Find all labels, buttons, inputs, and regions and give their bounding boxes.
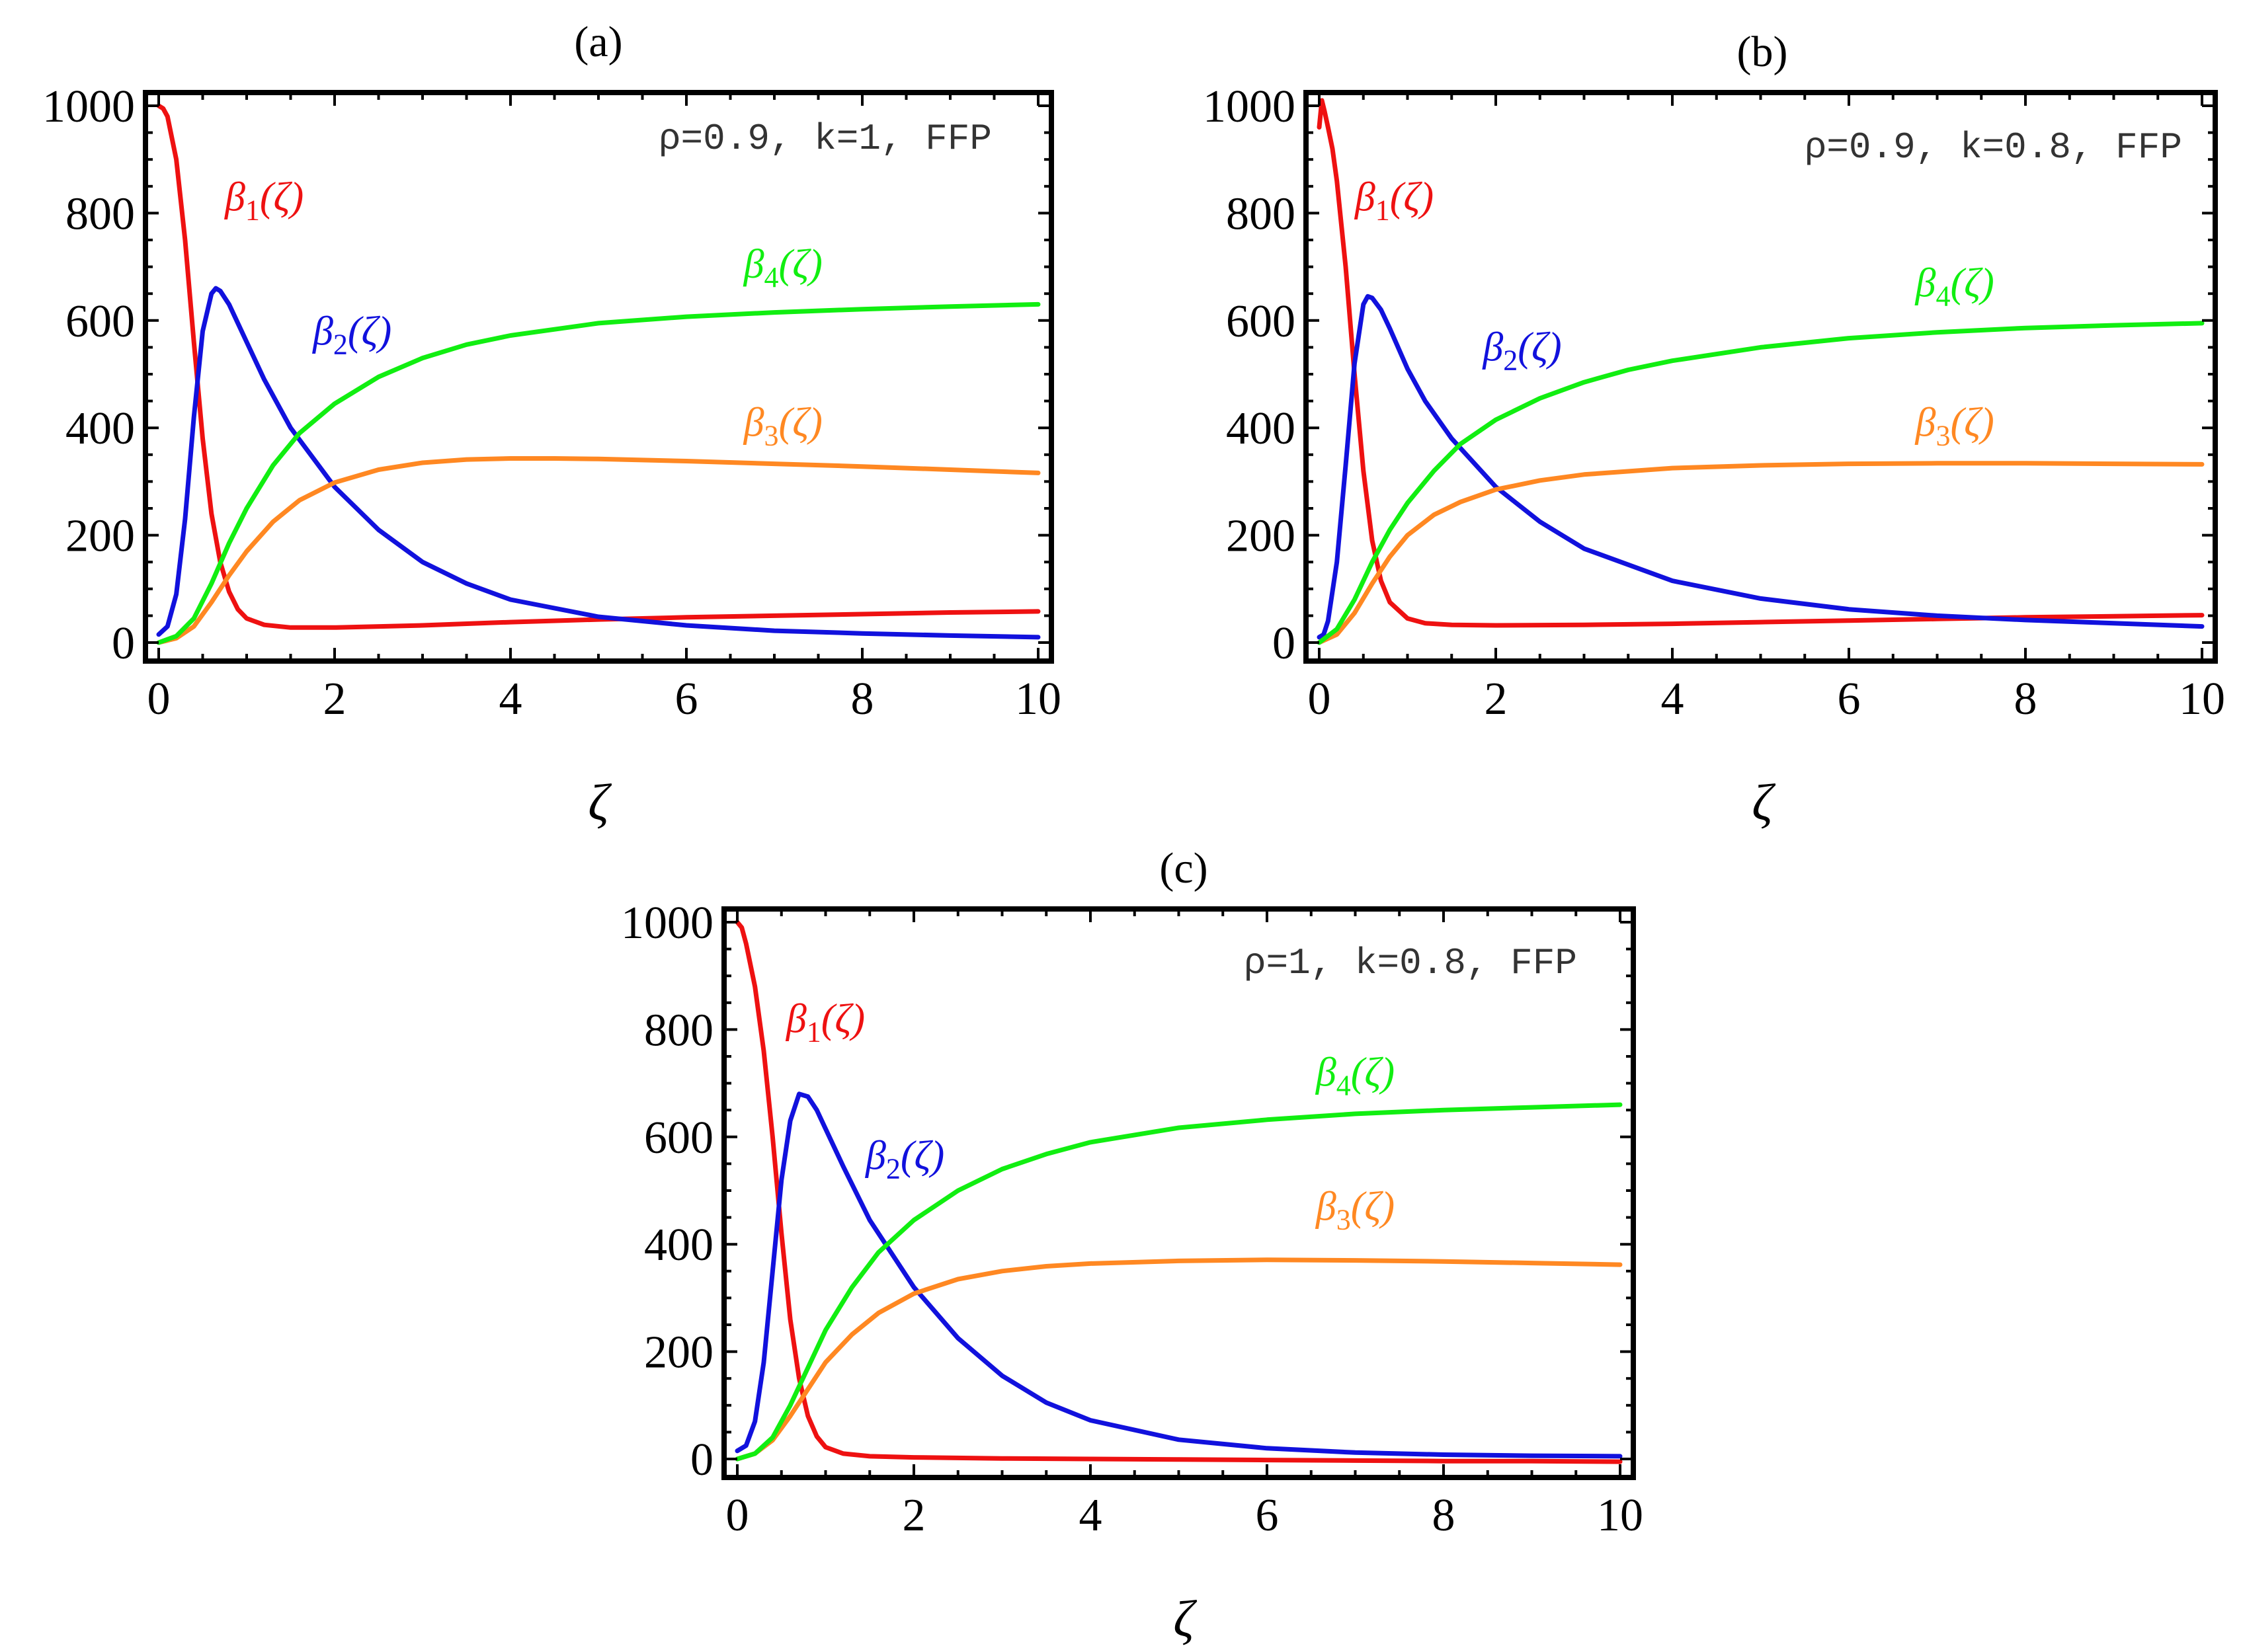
panel-b-x-tick-label: 10 [2179,674,2225,725]
panel-b-x-axis-label: ζ [1752,773,1775,831]
panel-c-y-tick-label: 0 [690,1435,714,1485]
panel-c-x-tick-label: 6 [1256,1490,1279,1541]
panel-a-y-tick-label: 800 [65,188,135,239]
panel-b-x-tick-label: 4 [1661,674,1684,725]
panel-c-label-beta2: β2(ζ) [865,1134,944,1185]
panel-c-series-beta3 [735,1257,1623,1462]
panel-c-plot-area [735,920,1623,1464]
panel-b-label-beta1: β1(ζ) [1354,175,1434,226]
panel-c-y-tick-label: 400 [644,1220,714,1271]
panel-c-label-beta3: β3(ζ) [1315,1185,1395,1236]
panel-c-ticks [724,909,1633,1477]
panel-a-series-beta4 [156,301,1041,645]
panel-b-label-beta4: β4(ζ) [1915,260,1994,312]
panel-c: (c) ρ=1, k=0.8, FFP ζ 0 2 4 6 8 10 0 200 400 600 8… [621,844,1643,1647]
panel-c-parameters: ρ=1, k=0.8, FFP [1244,942,1577,984]
panel-a-label-beta2: β2(ζ) [312,309,391,360]
panel-b-parameters: ρ=0.9, k=0.8, FFP [1805,126,2182,169]
panel-b-plot-area [1317,98,2205,645]
panel-a-plot-area [156,103,1041,645]
panel-b-label-beta3: β3(ζ) [1915,400,1994,452]
panel-c-x-axis-label: ζ [1173,1590,1197,1647]
panel-a-x-tick-label: 6 [675,674,698,725]
panel-b-x-tick-label: 6 [1838,674,1861,725]
panel-a-parameters: ρ=0.9, k=1, FFP [659,118,992,160]
panel-a-y-tick-label: 400 [65,403,135,454]
panel-a: (a) ρ=0.9, k=1, FFP ζ 0 2 4 6 8 10 0 200 400 600 8… [42,18,1061,831]
panel-b-series-beta3 [1317,461,2205,645]
panel-b-ticks [1306,93,2215,661]
panel-c-y-tick-label: 1000 [621,898,714,949]
panel-a-x-axis-label: ζ [588,773,612,831]
panel-b-x-tick-label: 2 [1485,674,1508,725]
panel-a-x-tick-label: 10 [1015,674,1061,725]
panel-a-y-tick-label: 1000 [42,81,135,132]
panel-b-title: (b) [1737,28,1788,76]
panel-c-label-beta4: β4(ζ) [1315,1050,1395,1102]
panel-b-frame [1303,90,2218,664]
panel-a-y-tick-label: 600 [65,296,135,347]
panel-b-y-tick-label: 400 [1226,403,1295,454]
panel-a-label-beta1: β1(ζ) [224,175,304,226]
panel-a-x-tick-label: 2 [323,674,347,725]
panel-a-series-beta3 [156,456,1041,645]
panel-b-y-tick-label: 600 [1226,296,1295,347]
panel-c-series-beta2 [735,1091,1623,1459]
panel-a-series-beta1 [156,103,1041,630]
panel-b-series-beta1 [1317,98,2205,628]
panel-c-x-tick-label: 8 [1432,1490,1455,1541]
panel-b-series-beta2 [1317,294,2205,640]
panel-b-series-beta4 [1317,321,2205,645]
panel-b-y-tick-label: 0 [1272,618,1295,669]
panel-a-x-tick-label: 8 [851,674,874,725]
panel-b-y-tick-label: 1000 [1203,81,1295,132]
panel-c-y-tick-label: 600 [644,1113,714,1163]
panel-c-series-beta1 [735,920,1623,1464]
panel-b-y-tick-label: 200 [1226,511,1295,562]
panel-c-x-tick-label: 2 [903,1490,926,1541]
panel-c-x-tick-label: 10 [1597,1490,1643,1541]
panel-c-title: (c) [1159,844,1207,892]
panel-c-y-tick-label: 800 [644,1005,714,1056]
panel-a-title: (a) [574,18,622,66]
panel-b-label-beta2: β2(ζ) [1482,325,1561,377]
panel-a-label-beta4: β4(ζ) [743,242,823,294]
panel-a-y-tick-label: 200 [65,511,135,562]
panel-c-y-tick-label: 200 [644,1327,714,1378]
panel-b-y-tick-label: 800 [1226,188,1295,239]
panel-c-x-tick-label: 4 [1079,1490,1102,1541]
panel-a-y-tick-label: 0 [112,618,135,669]
panel-c-series-beta4 [735,1102,1623,1462]
panel-a-ticks [145,93,1051,661]
panel-a-series-beta2 [156,286,1041,640]
panel-b-x-tick-label: 0 [1308,674,1331,725]
panel-b-x-tick-label: 8 [2014,674,2037,725]
panel-c-frame [721,906,1636,1480]
panel-a-x-tick-label: 4 [499,674,522,725]
panel-a-label-beta3: β3(ζ) [743,400,823,452]
panel-b: (b) ρ=0.9, k=0.8, FFP ζ 0 2 4 6 8 10 0 200 400 60… [1203,28,2225,831]
panel-a-x-tick-label: 0 [147,674,171,725]
panel-c-label-beta1: β1(ζ) [786,996,865,1048]
panel-c-x-tick-label: 0 [726,1490,749,1541]
